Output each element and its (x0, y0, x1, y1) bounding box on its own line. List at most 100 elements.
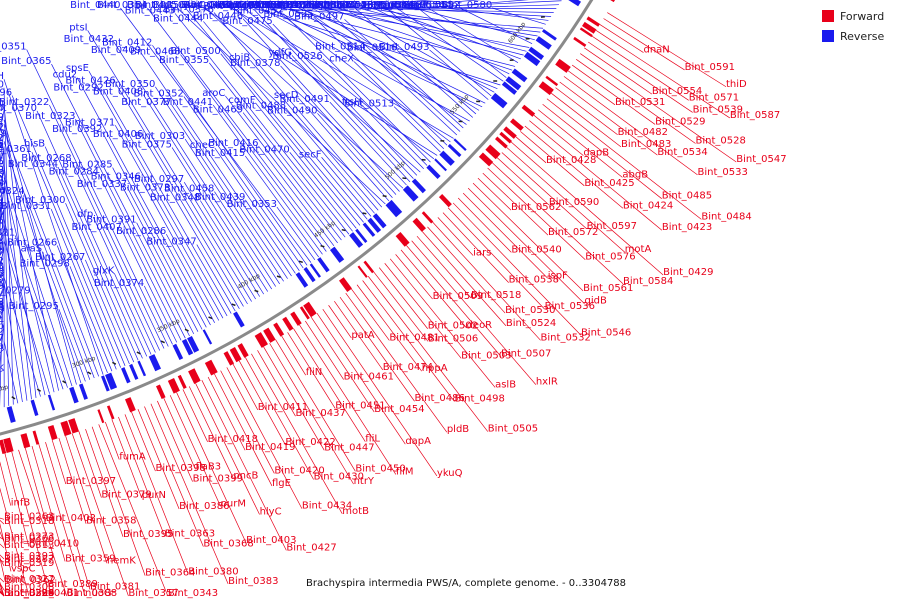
reverse-leader-line (406, 0, 562, 9)
reverse-gene-block (101, 375, 110, 392)
reverse-leader-line (214, 147, 300, 271)
reverse-leader-line (143, 285, 173, 345)
reverse-gene-label: Bint_0556 (395, 0, 445, 11)
forward-gene-label: fliL (365, 434, 380, 445)
forward-gene-label: Bint_0362 (6, 575, 56, 586)
forward-leader-line (587, 41, 693, 113)
forward-gene-label: nuoG (85, 588, 112, 599)
reverse-leader-line (147, 7, 331, 249)
forward-gene-label: gidB (584, 296, 606, 307)
forward-gene-label: abgB (622, 169, 648, 180)
reverse-leader-line (280, 65, 397, 195)
reverse-leader-line (3, 277, 41, 397)
reverse-gene-label: Bint_0441 (163, 97, 213, 108)
forward-gene-label: Bint_0484 (701, 211, 751, 222)
forward-gene-block (299, 306, 310, 320)
reverse-leader-line (171, 147, 265, 295)
reverse-gene-block (187, 335, 200, 353)
forward-leader-line (524, 125, 624, 209)
reverse-gene-label: Bint_0259 (0, 281, 4, 292)
forward-gene-label: flgE (272, 478, 291, 489)
reverse-gene-label: mrr (0, 211, 5, 222)
forward-gene-label: Bint_0481 (389, 332, 439, 343)
reverse-leader-line (289, 7, 486, 104)
reverse-leader-line (285, 108, 375, 214)
forward-leader-line (310, 316, 375, 413)
forward-leader-line (334, 301, 384, 371)
forward-leader-line (367, 276, 489, 432)
reverse-gene-block (233, 311, 245, 328)
reverse-gene-block (317, 257, 330, 273)
reverse-gene-label: deoC (0, 241, 4, 252)
reverse-gene-label: Bint_0252 (0, 116, 4, 127)
reverse-gene-block (505, 76, 522, 91)
forward-leader-line (238, 360, 286, 445)
reverse-gene-label: fab (0, 321, 4, 332)
reverse-leader-line (212, 104, 323, 255)
reverse-gene-label: Bint_0456 (223, 0, 273, 11)
forward-gene-block (68, 418, 80, 434)
forward-gene-block (412, 217, 426, 232)
reverse-leader-line (445, 7, 549, 21)
reverse-gene-label: Bint_0583 (378, 0, 428, 11)
reverse-gene-label: Bint_0286 (116, 226, 166, 237)
feature-tick (87, 371, 92, 375)
reverse-leader-line (255, 102, 357, 229)
reverse-gene-label: Bint_0392 (52, 124, 102, 135)
reverse-gene-label: Bint_0268 (21, 153, 71, 164)
forward-gene-label: Bint_0528 (696, 135, 746, 146)
reverse-leader-line (321, 157, 372, 217)
reverse-gene-label: Bint_0276 (0, 269, 4, 280)
reverse-gene-label: Bint_0514 (315, 42, 365, 53)
forward-leader-line (251, 353, 343, 515)
forward-leader-line (356, 284, 422, 372)
forward-gene-label: iars (473, 248, 491, 259)
reverse-leader-line (51, 63, 190, 337)
reverse-gene-label: Bint_0297 (134, 174, 184, 185)
reverse-leader-line (429, 49, 489, 100)
forward-gene-block (282, 316, 294, 331)
reverse-leader-line (209, 62, 346, 238)
forward-gene-label: Bint_0539 (693, 104, 743, 115)
reverse-leader-line (155, 86, 284, 282)
reverse-leader-line (183, 96, 304, 269)
forward-leader-line (406, 245, 502, 357)
reverse-gene-label: scpB (0, 300, 4, 311)
reverse-leader-line (220, 53, 361, 226)
forward-leader-line (45, 442, 91, 590)
reverse-leader-line (31, 152, 122, 368)
forward-leader-line (24, 447, 47, 522)
forward-gene-label: Bint_0427 (286, 542, 336, 553)
reverse-gene-block (386, 199, 403, 217)
reverse-gene-block (385, 203, 398, 218)
forward-gene-block (47, 425, 58, 441)
reverse-gene-label: Bint_0369 (0, 112, 4, 123)
reverse-gene-label: Bint_0291 (0, 301, 4, 312)
forward-leader-line (104, 421, 120, 460)
forward-gene-label: fabH (4, 588, 28, 599)
reverse-leader-line (242, 18, 400, 192)
forward-gene-label: Bint_0326 (4, 588, 54, 599)
reverse-gene-block (453, 138, 467, 151)
reverse-gene-label: Bint_0356 (135, 0, 185, 11)
reverse-leader-line (205, 7, 404, 189)
forward-gene-label: Bint_0533 (698, 167, 748, 178)
forward-leader-line (482, 172, 549, 236)
reverse-leader-line (136, 222, 195, 335)
reverse-gene-label: Bint_0491 (279, 94, 329, 105)
forward-gene-label: Bint_0447 (324, 442, 374, 453)
forward-leader-line (492, 162, 624, 285)
reverse-gene-label: Bint_0391 (86, 215, 136, 226)
forward-gene-label: Bint_0587 (730, 110, 780, 121)
feature-tick (298, 260, 303, 264)
forward-gene-label: Bint_0437 (296, 408, 346, 419)
forward-gene-block (521, 104, 536, 117)
reverse-gene-label: Bint_0198 (0, 302, 4, 313)
reverse-leader-line (3, 79, 104, 375)
reverse-gene-label: Bint_0580 (442, 0, 492, 11)
reverse-gene-label: Bint_0256 (0, 179, 4, 190)
reverse-gene-block (148, 354, 162, 372)
reverse-gene-label: cheX (329, 54, 354, 65)
forward-leader-line (462, 192, 548, 279)
forward-gene-block (395, 231, 410, 247)
